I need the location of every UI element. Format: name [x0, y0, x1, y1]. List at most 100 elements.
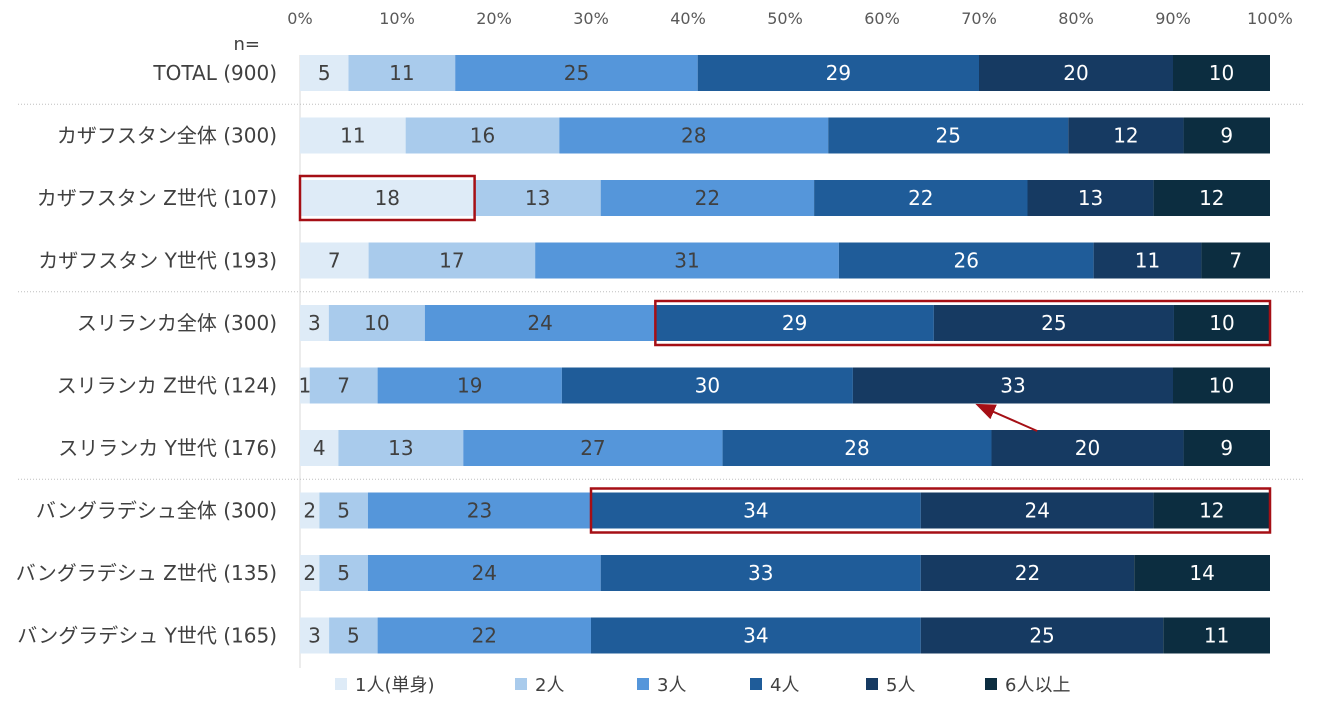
bar-segment — [328, 305, 425, 341]
bar-segment — [319, 555, 368, 591]
data-label: 24 — [1024, 499, 1049, 523]
bar-segment — [828, 117, 1069, 154]
data-label: 30 — [695, 374, 720, 398]
data-label: 22 — [1015, 561, 1040, 585]
data-label: 3 — [308, 311, 321, 335]
bar-segment — [368, 242, 536, 279]
bar-segment — [933, 305, 1174, 341]
legend-swatch — [335, 678, 347, 690]
bar-row: カザフスタン Z世代 (107) 18 13 22 22 13 12 — [37, 180, 1270, 216]
data-label: 24 — [527, 311, 552, 335]
data-label: 34 — [743, 624, 768, 648]
data-label: 10 — [1209, 311, 1234, 335]
bar-row: スリランカ Y世代 (176) 4 13 27 28 20 9 — [58, 430, 1270, 466]
bar-segment — [722, 430, 992, 466]
bar-segment — [920, 555, 1135, 591]
highlight-box — [589, 487, 1272, 534]
data-label: 11 — [1204, 624, 1229, 648]
legend-item: 3人 — [637, 675, 686, 696]
bar-row: バングラデシュ Y世代 (165) 3 5 22 34 25 11 — [17, 617, 1270, 654]
data-label: 25 — [1029, 624, 1054, 648]
legend-label: 5人 — [886, 675, 915, 696]
legend: 1人(単身) 2人 3人 4人 5人 6人以上 — [335, 675, 1070, 696]
bar-segment — [1183, 430, 1270, 466]
bar-segment — [463, 430, 723, 466]
data-label: 31 — [674, 249, 699, 273]
data-label: 7 — [1229, 249, 1242, 273]
bar-row: バングラデシュ Z世代 (135) 2 5 24 33 22 14 — [16, 555, 1270, 591]
bar-row: カザフスタン全体 (300) 11 16 28 25 12 9 — [57, 117, 1270, 154]
bar-segment — [300, 430, 339, 466]
bar-segment — [1068, 117, 1184, 154]
category-label: TOTAL (900) — [152, 61, 277, 85]
data-label: 18 — [375, 186, 400, 210]
annotation-arrow — [975, 403, 1038, 432]
highlight-box — [654, 299, 1272, 347]
data-label: 28 — [681, 124, 706, 148]
legend-item: 4人 — [750, 675, 799, 696]
data-label: 13 — [1078, 186, 1103, 210]
bar-segment — [1153, 180, 1270, 216]
category-label: スリランカ全体 (300) — [77, 311, 277, 335]
x-tick-label: 100% — [1247, 9, 1293, 28]
data-label: 5 — [337, 561, 350, 585]
bar-row: TOTAL (900) 5 11 25 29 20 10 — [152, 55, 1270, 91]
bar-segment — [600, 180, 815, 216]
x-tick-label: 60% — [864, 9, 900, 28]
bar-segment — [1173, 367, 1270, 404]
data-label: 12 — [1199, 499, 1224, 523]
data-label: 26 — [954, 249, 979, 273]
data-label: 20 — [1063, 61, 1088, 85]
category-label: カザフスタン Y世代 (193) — [38, 249, 277, 273]
data-label: 11 — [340, 124, 365, 148]
data-label: 19 — [457, 374, 482, 398]
data-label: 16 — [470, 124, 495, 148]
x-tick-label: 0% — [287, 9, 312, 28]
category-label: スリランカ Z世代 (124) — [57, 374, 277, 398]
category-label: カザフスタン全体 (300) — [57, 124, 277, 148]
bar-segment — [838, 242, 1094, 279]
legend-swatch — [985, 678, 997, 690]
data-label: 34 — [743, 499, 768, 523]
data-label: 22 — [695, 186, 720, 210]
bar-segment — [309, 367, 378, 404]
bar-segment — [300, 305, 329, 341]
data-label: 7 — [337, 374, 350, 398]
bar-row: スリランカ Z世代 (124) 1 7 19 30 33 10 — [57, 367, 1270, 404]
x-tick-label: 80% — [1058, 9, 1094, 28]
data-label: 10 — [1209, 61, 1234, 85]
x-axis-ticks: 0% 10% 20% 30% 40% 50% 60% 70% 80% 90% 100% — [287, 9, 1293, 28]
data-label: 11 — [1135, 249, 1160, 273]
data-label: 11 — [389, 61, 414, 85]
bar-segment — [561, 367, 853, 404]
bar-segment — [920, 492, 1154, 529]
highlight-box — [298, 174, 476, 222]
data-label: 28 — [844, 436, 869, 460]
bar-segment — [300, 617, 330, 654]
legend-item: 1人(単身) — [335, 675, 435, 696]
bar-segment — [1163, 617, 1270, 654]
category-label: バングラデシュ Y世代 (165) — [17, 624, 277, 648]
data-label: 9 — [1220, 436, 1233, 460]
category-label: スリランカ Y世代 (176) — [58, 436, 277, 460]
data-label: 5 — [337, 499, 350, 523]
bar-segment — [300, 242, 369, 279]
bar-segment — [979, 55, 1173, 91]
legend-item: 5人 — [866, 675, 915, 696]
data-label: 24 — [472, 561, 497, 585]
n-label: n= — [234, 34, 261, 55]
data-label: 4 — [313, 436, 326, 460]
legend-label: 6人以上 — [1005, 675, 1070, 696]
category-label: カザフスタン Z世代 (107) — [37, 186, 277, 210]
data-label: 2 — [303, 499, 316, 523]
legend-label: 2人 — [535, 675, 564, 696]
bar-row: バングラデシュ全体 (300) 2 5 23 34 24 12 — [36, 492, 1270, 529]
legend-swatch — [637, 678, 649, 690]
data-label: 9 — [1220, 124, 1233, 148]
bar-segment — [455, 55, 698, 91]
x-tick-label: 10% — [379, 9, 415, 28]
legend-swatch — [515, 678, 527, 690]
legend-swatch — [750, 678, 762, 690]
data-label: 29 — [782, 311, 807, 335]
